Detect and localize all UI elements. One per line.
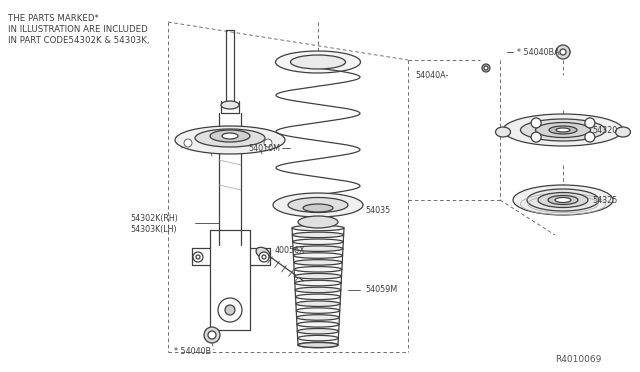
- Ellipse shape: [175, 126, 285, 154]
- Circle shape: [259, 252, 269, 262]
- Text: 54303K(LH): 54303K(LH): [130, 224, 177, 234]
- Ellipse shape: [555, 198, 571, 202]
- Ellipse shape: [520, 119, 605, 141]
- Text: IN PART CODE54302K & 54303K,: IN PART CODE54302K & 54303K,: [8, 35, 150, 45]
- Circle shape: [484, 66, 488, 70]
- Circle shape: [585, 118, 595, 128]
- Circle shape: [184, 139, 192, 147]
- Ellipse shape: [298, 343, 338, 347]
- Circle shape: [218, 298, 242, 322]
- Ellipse shape: [527, 189, 599, 211]
- Ellipse shape: [536, 122, 591, 138]
- Ellipse shape: [275, 51, 360, 73]
- Ellipse shape: [556, 128, 570, 132]
- Circle shape: [196, 255, 200, 259]
- Ellipse shape: [292, 239, 343, 244]
- Circle shape: [585, 132, 595, 142]
- Ellipse shape: [273, 193, 363, 217]
- Ellipse shape: [296, 294, 340, 299]
- Ellipse shape: [503, 114, 623, 146]
- Text: * 54040BA: * 54040BA: [517, 48, 559, 57]
- Circle shape: [560, 49, 566, 55]
- Ellipse shape: [513, 185, 613, 215]
- Ellipse shape: [288, 198, 348, 212]
- Ellipse shape: [291, 55, 346, 69]
- Ellipse shape: [297, 322, 339, 327]
- Ellipse shape: [296, 308, 340, 313]
- Ellipse shape: [303, 204, 333, 212]
- Ellipse shape: [210, 130, 250, 142]
- Circle shape: [204, 327, 220, 343]
- Text: 54325: 54325: [592, 196, 618, 205]
- Text: 54302K(RH): 54302K(RH): [130, 214, 178, 222]
- Ellipse shape: [295, 280, 341, 286]
- Ellipse shape: [298, 216, 338, 228]
- Circle shape: [208, 331, 216, 339]
- Ellipse shape: [292, 232, 344, 238]
- Circle shape: [531, 118, 541, 128]
- Ellipse shape: [548, 196, 578, 205]
- Circle shape: [264, 139, 272, 147]
- Text: 54010M: 54010M: [248, 144, 280, 153]
- Text: IN ILLUSTRATION ARE INCLUDED: IN ILLUSTRATION ARE INCLUDED: [8, 25, 148, 33]
- Ellipse shape: [195, 129, 265, 147]
- Ellipse shape: [256, 247, 270, 259]
- Circle shape: [531, 132, 541, 142]
- Ellipse shape: [298, 342, 338, 348]
- Ellipse shape: [221, 101, 239, 109]
- Circle shape: [225, 305, 235, 315]
- Ellipse shape: [616, 127, 630, 137]
- Text: THE PARTS MARKED*: THE PARTS MARKED*: [8, 13, 99, 22]
- Ellipse shape: [495, 127, 511, 137]
- Ellipse shape: [295, 287, 341, 293]
- Text: 54035: 54035: [365, 205, 390, 215]
- Ellipse shape: [292, 225, 344, 231]
- Ellipse shape: [296, 315, 339, 320]
- Text: * 54040B: * 54040B: [174, 347, 211, 356]
- Circle shape: [193, 252, 203, 262]
- Ellipse shape: [556, 47, 570, 57]
- Text: 54040A-: 54040A-: [415, 71, 449, 80]
- Text: 54059M: 54059M: [365, 285, 397, 295]
- Ellipse shape: [296, 301, 340, 307]
- Ellipse shape: [293, 253, 342, 258]
- Ellipse shape: [538, 192, 588, 208]
- Circle shape: [482, 64, 490, 72]
- Ellipse shape: [549, 126, 577, 134]
- Ellipse shape: [298, 336, 339, 341]
- Text: R4010069: R4010069: [555, 356, 602, 365]
- Ellipse shape: [294, 267, 342, 272]
- Text: 40056X: 40056X: [275, 246, 306, 254]
- Ellipse shape: [293, 246, 343, 251]
- Ellipse shape: [298, 328, 339, 334]
- Ellipse shape: [294, 273, 342, 279]
- Ellipse shape: [294, 260, 342, 265]
- Ellipse shape: [222, 133, 238, 139]
- Circle shape: [262, 255, 266, 259]
- Text: 54320: 54320: [592, 125, 617, 135]
- Circle shape: [556, 45, 570, 59]
